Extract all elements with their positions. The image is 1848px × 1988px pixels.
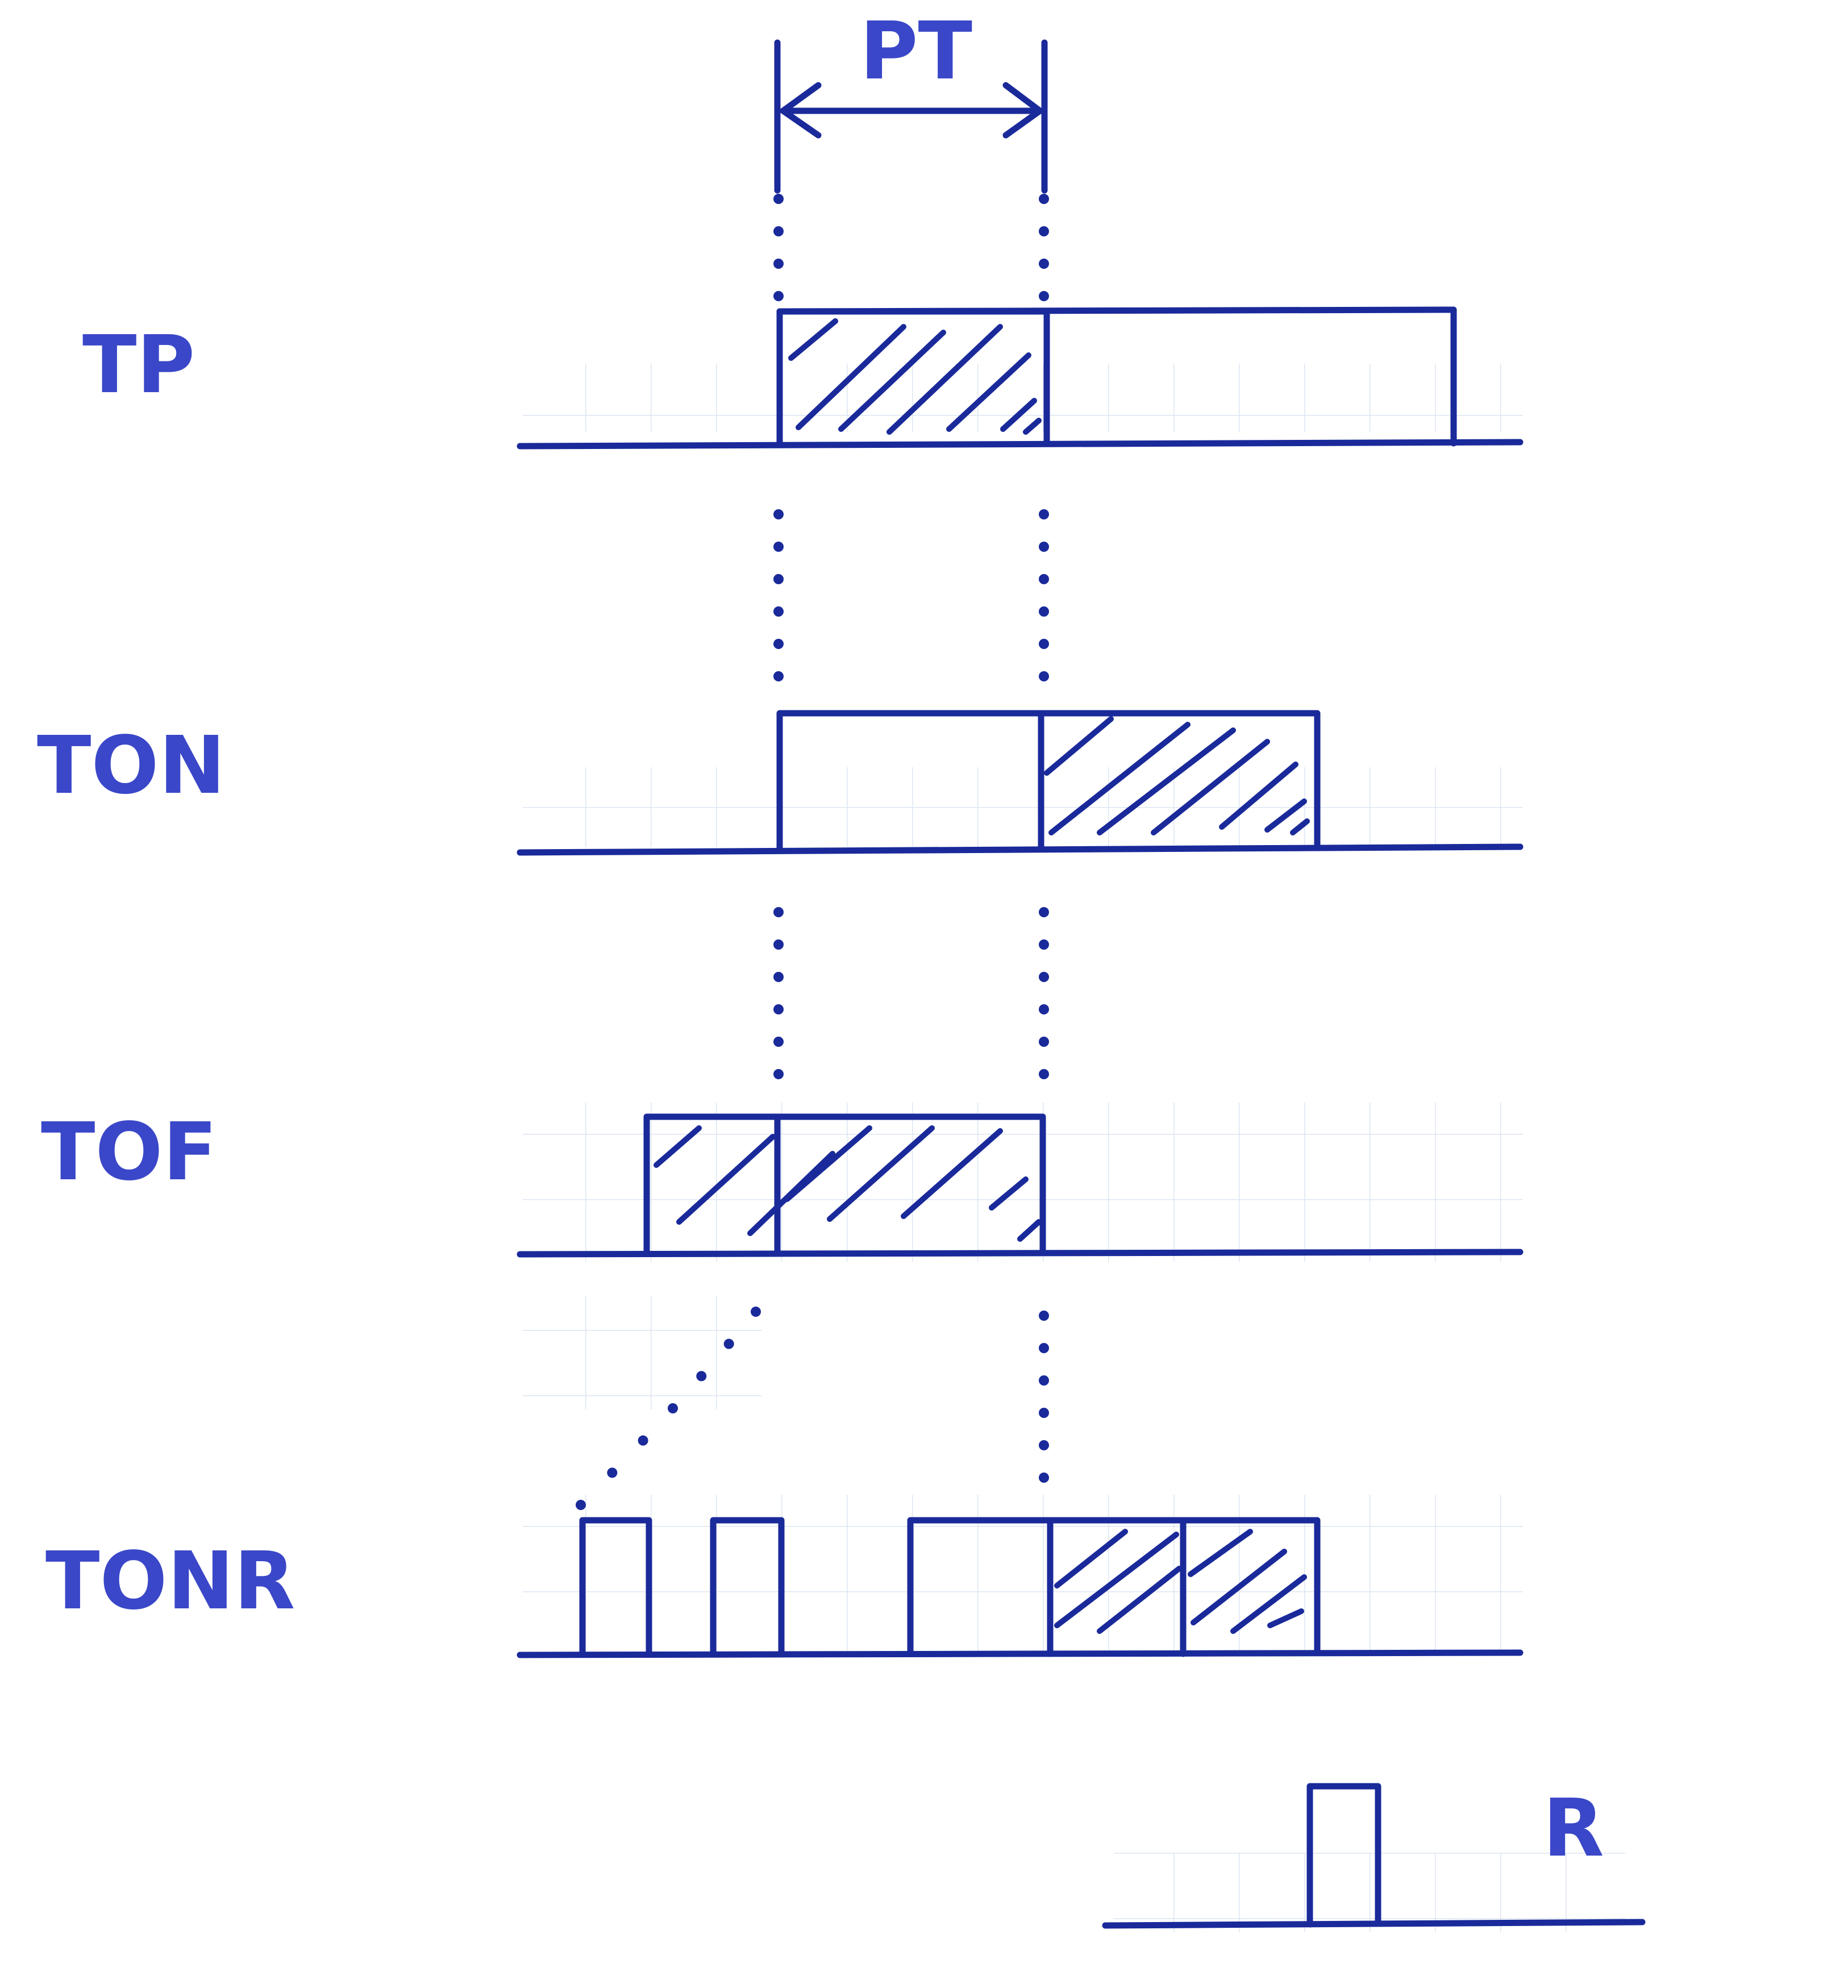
ton-output-hatch <box>1044 716 1310 835</box>
graph-paper-grid <box>523 364 1625 1932</box>
tof-waveform <box>517 1113 1524 1258</box>
guide-dot-left <box>773 509 784 519</box>
guide-dot-left <box>773 639 784 649</box>
guide-dot-left <box>773 907 784 917</box>
tonr-label: TONR <box>45 1535 295 1628</box>
ton-waveform <box>517 710 1524 856</box>
guide-dot-diagonal <box>607 1467 618 1478</box>
guide-dot-right <box>1039 542 1049 552</box>
guide-dot-diagonal <box>723 1338 734 1349</box>
guide-dot-left <box>773 291 784 301</box>
guide-dot-right <box>1039 1037 1049 1047</box>
guide-dot-left <box>773 1037 784 1047</box>
guide-dot-left <box>773 226 784 236</box>
guide-dot-right <box>1039 1004 1049 1014</box>
guide-dot-right <box>1039 1375 1049 1386</box>
guide-dot-diagonal <box>576 1500 586 1510</box>
guide-dot-left <box>773 194 784 204</box>
pt-label: PT <box>860 5 972 98</box>
guide-dot-right <box>1039 1069 1049 1079</box>
guide-dot-right <box>1039 606 1049 617</box>
tp-label: TP <box>82 319 195 411</box>
guide-dot-diagonal <box>751 1307 761 1317</box>
guide-dot-diagonal <box>668 1403 678 1413</box>
guide-dot-left <box>773 259 784 269</box>
guide-dot-left <box>773 671 784 681</box>
guide-dot-right <box>1039 1343 1049 1353</box>
tp-waveform <box>517 306 1524 450</box>
guide-dot-right <box>1039 1311 1049 1321</box>
guide-dot-diagonal <box>638 1435 648 1446</box>
guide-dot-right <box>1039 939 1049 950</box>
guide-dot-left <box>773 542 784 552</box>
tonr-output-hatch <box>1054 1529 1307 1634</box>
tp-output-hatch <box>788 318 1042 435</box>
guide-dot-right <box>1039 574 1049 584</box>
ton-label: TON <box>37 719 226 812</box>
dotted-guide-lines <box>576 194 1049 1510</box>
guide-dot-right <box>1039 259 1049 269</box>
tonr-waveform <box>517 1517 1524 1658</box>
tof-label: TOF <box>41 1106 217 1199</box>
guide-dot-left <box>773 574 784 584</box>
r-label: R <box>1543 1782 1604 1875</box>
guide-dot-left <box>773 606 784 617</box>
guide-dot-right <box>1039 194 1049 204</box>
guide-dot-right <box>1039 1473 1049 1483</box>
guide-dot-left <box>773 972 784 982</box>
guide-dot-right <box>1039 291 1049 301</box>
guide-dot-right <box>1039 1440 1049 1450</box>
guide-dot-right <box>1039 972 1049 982</box>
guide-dot-left <box>773 1004 784 1014</box>
guide-dot-right <box>1039 226 1049 236</box>
guide-dot-left <box>773 939 784 950</box>
guide-dot-right <box>1039 671 1049 681</box>
guide-dot-left <box>773 1069 784 1079</box>
r-waveform <box>1102 1783 1646 1929</box>
tof-output-hatch <box>654 1125 1042 1242</box>
guide-dot-right <box>1039 639 1049 649</box>
pt-dimension <box>774 39 1048 194</box>
guide-dot-diagonal <box>696 1371 707 1382</box>
guide-dot-right <box>1039 509 1049 519</box>
guide-dot-right <box>1039 1408 1049 1418</box>
guide-dot-right <box>1039 907 1049 917</box>
